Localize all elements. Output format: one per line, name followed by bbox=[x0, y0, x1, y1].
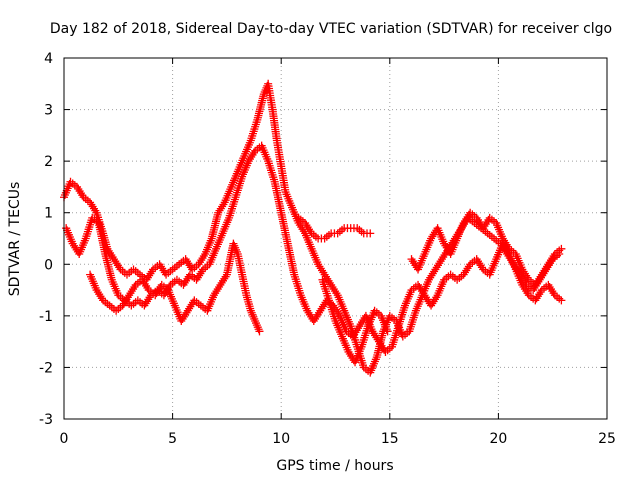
series-track-4 bbox=[294, 213, 375, 243]
y-tick-label: -3 bbox=[39, 412, 53, 428]
x-tick-label: 0 bbox=[60, 431, 69, 447]
data-point bbox=[557, 244, 566, 253]
series-track-3 bbox=[86, 239, 264, 336]
data-point bbox=[557, 296, 566, 305]
y-tick-label: 1 bbox=[44, 206, 53, 222]
x-tick-label: 5 bbox=[168, 431, 177, 447]
series-track-5 bbox=[318, 275, 392, 367]
data-point bbox=[255, 327, 264, 336]
y-axis-title: SDTVAR / TECUs bbox=[7, 182, 23, 297]
y-tick-label: 4 bbox=[44, 51, 53, 67]
x-tick-label: 15 bbox=[381, 431, 399, 447]
y-tick-label: 0 bbox=[44, 257, 53, 273]
series-track-2 bbox=[62, 141, 566, 356]
y-tick-label: -1 bbox=[39, 309, 53, 325]
chart-title: Day 182 of 2018, Sidereal Day-to-day VTE… bbox=[50, 21, 612, 37]
data-marks bbox=[60, 79, 566, 377]
data-point bbox=[366, 229, 375, 238]
plot-frame bbox=[63, 57, 608, 420]
grid-lines bbox=[64, 58, 607, 419]
x-tick-label: 25 bbox=[598, 431, 616, 447]
x-axis-title: GPS time / hours bbox=[276, 458, 393, 474]
x-tick-label: 20 bbox=[489, 431, 507, 447]
y-tick-label: 2 bbox=[44, 154, 53, 170]
axis-ticks bbox=[63, 57, 608, 420]
series-track-6 bbox=[407, 208, 566, 289]
x-tick-labels: 0 5 10 15 20 25 bbox=[60, 431, 616, 447]
series-track-1 bbox=[60, 79, 564, 377]
data-point bbox=[383, 327, 392, 336]
x-tick-label: 10 bbox=[272, 431, 290, 447]
y-tick-labels: -3 -2 -1 0 1 2 3 4 bbox=[39, 51, 53, 428]
y-tick-label: 3 bbox=[44, 103, 53, 119]
y-tick-label: -2 bbox=[39, 360, 53, 376]
